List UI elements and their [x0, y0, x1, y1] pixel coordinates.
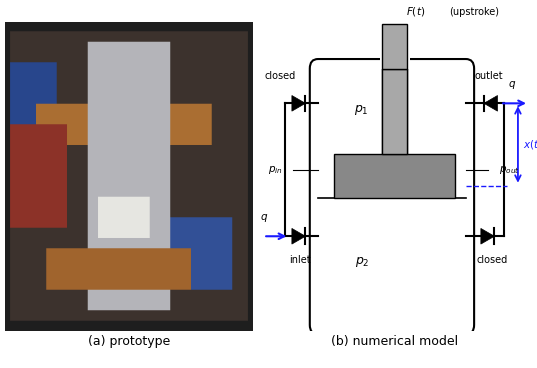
Polygon shape	[484, 96, 497, 111]
Text: outlet: outlet	[475, 71, 504, 81]
Text: $x(t)$: $x(t)$	[524, 138, 537, 151]
Text: $q$: $q$	[260, 212, 268, 224]
Text: $p_{out}$: $p_{out}$	[499, 164, 519, 176]
Text: (a) prototype: (a) prototype	[88, 335, 170, 348]
Bar	[335, 154, 455, 198]
Text: $q$: $q$	[509, 79, 517, 91]
Bar	[380, 0, 410, 68]
Text: $F(t)$: $F(t)$	[405, 5, 425, 18]
Bar	[382, 68, 407, 154]
Text: $p_1$: $p_1$	[354, 103, 369, 117]
Polygon shape	[292, 96, 306, 111]
Bar	[382, 24, 407, 68]
Text: closed: closed	[264, 71, 295, 81]
Text: $p_{in}$: $p_{in}$	[267, 164, 282, 176]
Text: (b) numerical model: (b) numerical model	[331, 335, 458, 348]
Text: inlet: inlet	[289, 255, 311, 265]
Bar	[382, 0, 407, 154]
Text: closed: closed	[476, 255, 507, 265]
Polygon shape	[292, 229, 306, 244]
Text: (upstroke): (upstroke)	[449, 7, 499, 17]
Polygon shape	[481, 229, 495, 244]
Text: $p_2$: $p_2$	[354, 255, 369, 269]
FancyBboxPatch shape	[310, 59, 474, 335]
